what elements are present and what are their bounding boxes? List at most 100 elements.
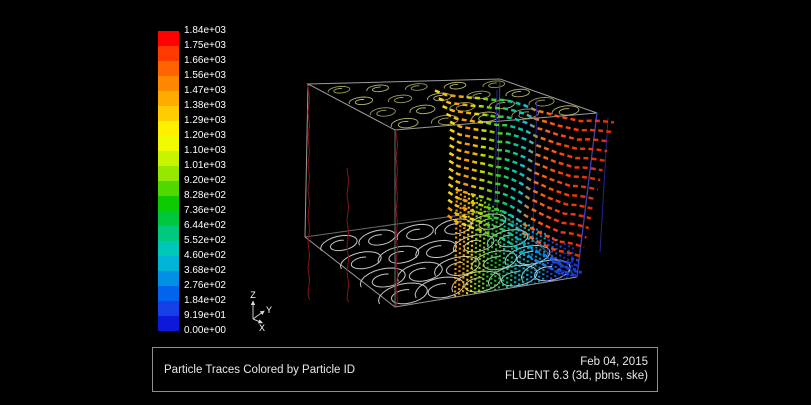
x-axis-arrow: [252, 318, 263, 324]
flow-swirl: [528, 96, 555, 107]
y-axis-arrow: [252, 310, 265, 320]
legend-color-band: [158, 316, 179, 331]
flow-swirl: [471, 250, 518, 271]
left-vertical-edge: [304, 83, 309, 238]
legend-tick-label: 3.68e+02: [184, 265, 226, 276]
trace-blue-pool: [570, 257, 580, 262]
legend-tick-label: 6.44e+02: [184, 220, 226, 231]
solver-stamp: Feb 04, 2015 FLUENT 6.3 (3d, pbns, ske): [505, 356, 648, 383]
trace-cascade-stripe: [473, 197, 479, 294]
date-stamp: Feb 04, 2015: [580, 356, 648, 368]
trace-cascade-stripe: [505, 213, 511, 289]
flow-swirl: [377, 282, 428, 305]
legend-tick-label: 4.60e+02: [184, 250, 226, 261]
legend-color-band: [158, 76, 179, 91]
trace-cascade-stripe: [545, 234, 551, 282]
dark-red-trace: [395, 131, 399, 307]
legend-color-band: [158, 121, 179, 136]
solver-version: FLUENT 6.3 (3d, pbns, ske): [505, 369, 648, 382]
trace-cascade-stripe: [569, 247, 575, 278]
flow-swirl: [387, 94, 413, 104]
legend-tick-label: 9.20e+02: [184, 175, 226, 186]
legend-tick-label: 7.36e+02: [184, 205, 226, 216]
flow-swirl: [452, 234, 495, 253]
plot-title: Particle Traces Colored by Particle ID: [164, 363, 356, 376]
particle-trace-curtain: [434, 89, 615, 297]
legend-tick-label: 1.66e+03: [184, 55, 226, 66]
trace-cascade-stripe: [517, 220, 523, 287]
trace-cascade-stripe: [481, 201, 487, 293]
trace-cascade-stripe: [541, 232, 547, 283]
particle-trace-row: [448, 175, 590, 230]
flow-swirl: [414, 276, 465, 299]
legend-tick-label: 1.38e+03: [184, 100, 226, 111]
flow-swirl: [409, 104, 436, 115]
legend-color-band: [158, 136, 179, 151]
trace-cascade-stripe: [465, 193, 471, 295]
flow-swirl: [358, 229, 396, 246]
particle-trace-row: [447, 190, 585, 249]
flow-swirl: [390, 117, 419, 129]
particle-trace-row: [449, 120, 606, 163]
trace-cascade-stripe: [485, 203, 491, 292]
flow-swirl: [377, 245, 420, 264]
tube-grid-line: [599, 117, 609, 253]
legend-color-band: [158, 286, 179, 301]
flow-swirl: [415, 239, 457, 258]
legend-color-band: [158, 106, 179, 121]
trace-cascade-stripe: [549, 236, 555, 281]
legend-tick-label: 8.28e+02: [184, 190, 226, 201]
trace-cascade-stripe: [501, 211, 507, 289]
legend-color-band: [158, 211, 179, 226]
flow-swirl: [551, 105, 580, 116]
flow-swirl: [505, 88, 530, 98]
trace-cascade-stripe: [525, 224, 531, 285]
trace-cascade-stripe: [469, 195, 475, 295]
flow-swirl: [482, 80, 506, 89]
flow-swirl: [433, 255, 481, 277]
trace-cascade-stripe: [533, 228, 539, 284]
y-axis-label: Y: [266, 305, 272, 315]
trace-blue-pool: [551, 260, 561, 265]
trace-cascade-stripe: [461, 191, 467, 296]
legend-tick-label: 9.19e+01: [184, 310, 226, 321]
particle-trace-row: [447, 214, 578, 278]
particle-trace-row: [442, 105, 610, 143]
legend-color-band: [158, 271, 179, 286]
dark-red-trace: [307, 85, 311, 301]
dark-red-trace: [346, 167, 350, 303]
trace-cascade-stripe: [489, 205, 495, 291]
flow-swirl: [396, 261, 443, 282]
legend-tick-label: 1.47e+03: [184, 85, 226, 96]
flow-swirl: [327, 85, 351, 94]
x-axis-label: X: [259, 323, 265, 333]
caption-box: Particle Traces Colored by Particle ID F…: [152, 347, 658, 392]
particle-trace-row: [449, 128, 603, 172]
particle-trace-row: [449, 136, 601, 182]
legend-color-band: [158, 256, 179, 271]
legend-color-band: [158, 31, 179, 46]
flow-swirl: [369, 107, 396, 117]
tube-grid-line: [532, 98, 538, 236]
legend-tick-label: 1.01e+03: [184, 160, 226, 171]
legend-tick-label: 2.76e+02: [184, 280, 226, 291]
z-axis-label: Z: [250, 290, 256, 300]
legend-color-band: [158, 91, 179, 106]
trace-cascade-stripe: [529, 226, 535, 285]
legend-color-band: [158, 151, 179, 166]
flow-swirl: [348, 96, 374, 106]
flow-swirl: [366, 84, 389, 93]
legend-tick-label: 0.00e+00: [184, 325, 226, 336]
flow-swirl: [488, 99, 515, 110]
legend-tick-label: 1.29e+03: [184, 115, 226, 126]
trace-cascade-stripe: [493, 207, 499, 291]
legend-tick-label: 1.56e+03: [184, 70, 226, 81]
particle-trace-row: [447, 198, 583, 258]
trace-blue-pool: [559, 264, 569, 269]
trace-cascade-stripe: [537, 230, 543, 283]
particle-trace-row: [448, 151, 596, 201]
trace-blue-pool: [573, 269, 583, 274]
flow-swirl: [434, 218, 473, 235]
